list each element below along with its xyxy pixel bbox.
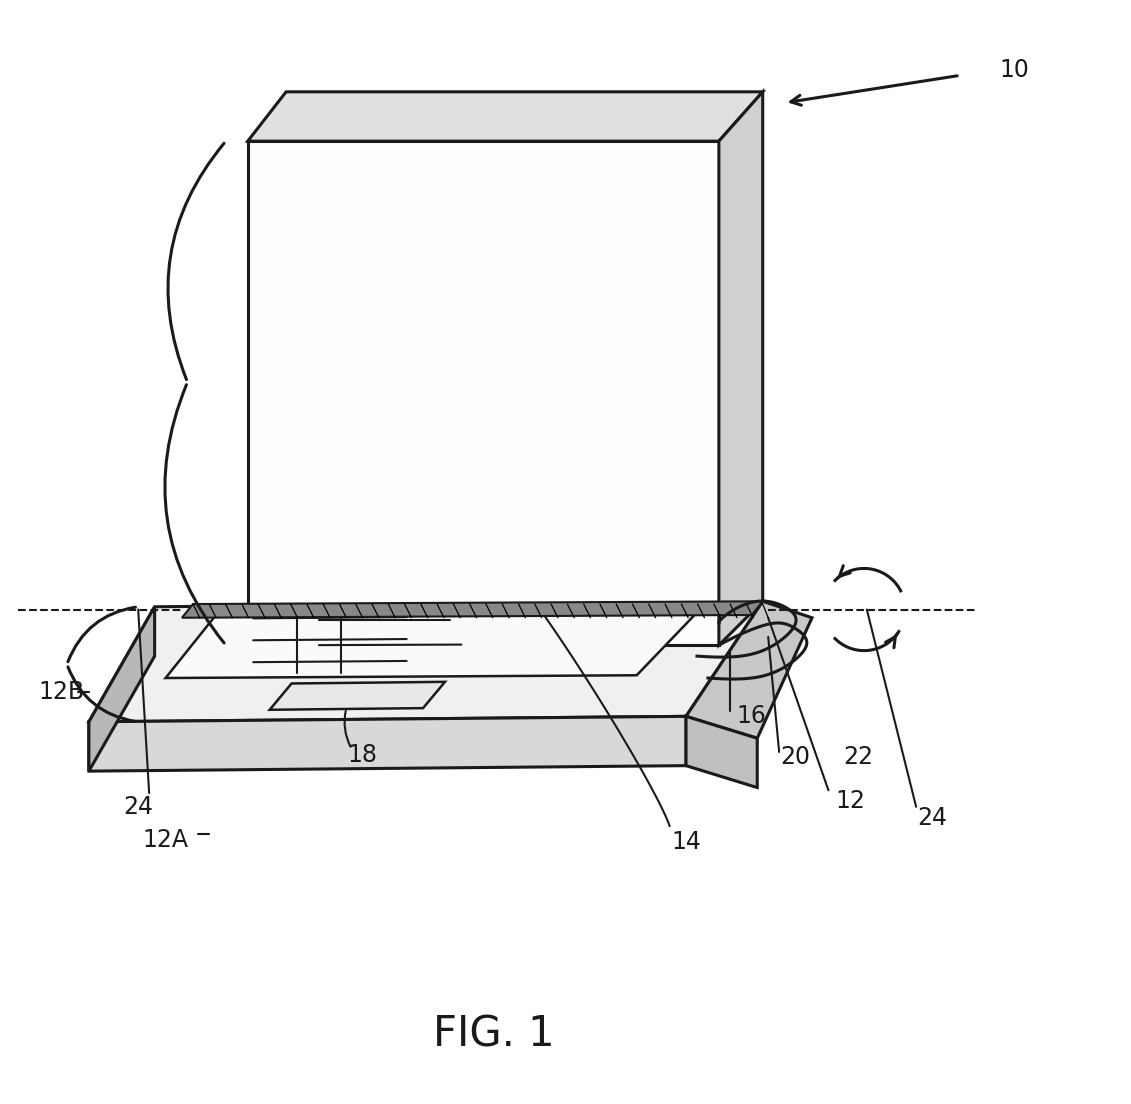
Polygon shape (248, 141, 719, 645)
Polygon shape (269, 682, 444, 710)
Polygon shape (248, 92, 762, 141)
Text: 24: 24 (123, 795, 153, 819)
Polygon shape (165, 607, 702, 678)
Polygon shape (89, 607, 155, 771)
Polygon shape (182, 602, 762, 618)
Polygon shape (89, 602, 762, 722)
Polygon shape (687, 602, 812, 739)
Text: 20: 20 (780, 745, 811, 769)
Text: 12: 12 (836, 789, 865, 814)
Polygon shape (89, 716, 687, 771)
Text: FIG. 1: FIG. 1 (433, 1013, 555, 1055)
Text: 22: 22 (844, 745, 873, 769)
Text: 12A: 12A (143, 828, 189, 851)
Polygon shape (719, 92, 762, 645)
Text: 24: 24 (917, 806, 948, 830)
Text: 18: 18 (348, 743, 378, 766)
Text: 12B: 12B (38, 680, 85, 703)
Text: 14: 14 (671, 830, 701, 854)
Text: 16: 16 (736, 704, 767, 729)
Text: 10: 10 (1000, 57, 1029, 82)
Polygon shape (687, 716, 758, 787)
